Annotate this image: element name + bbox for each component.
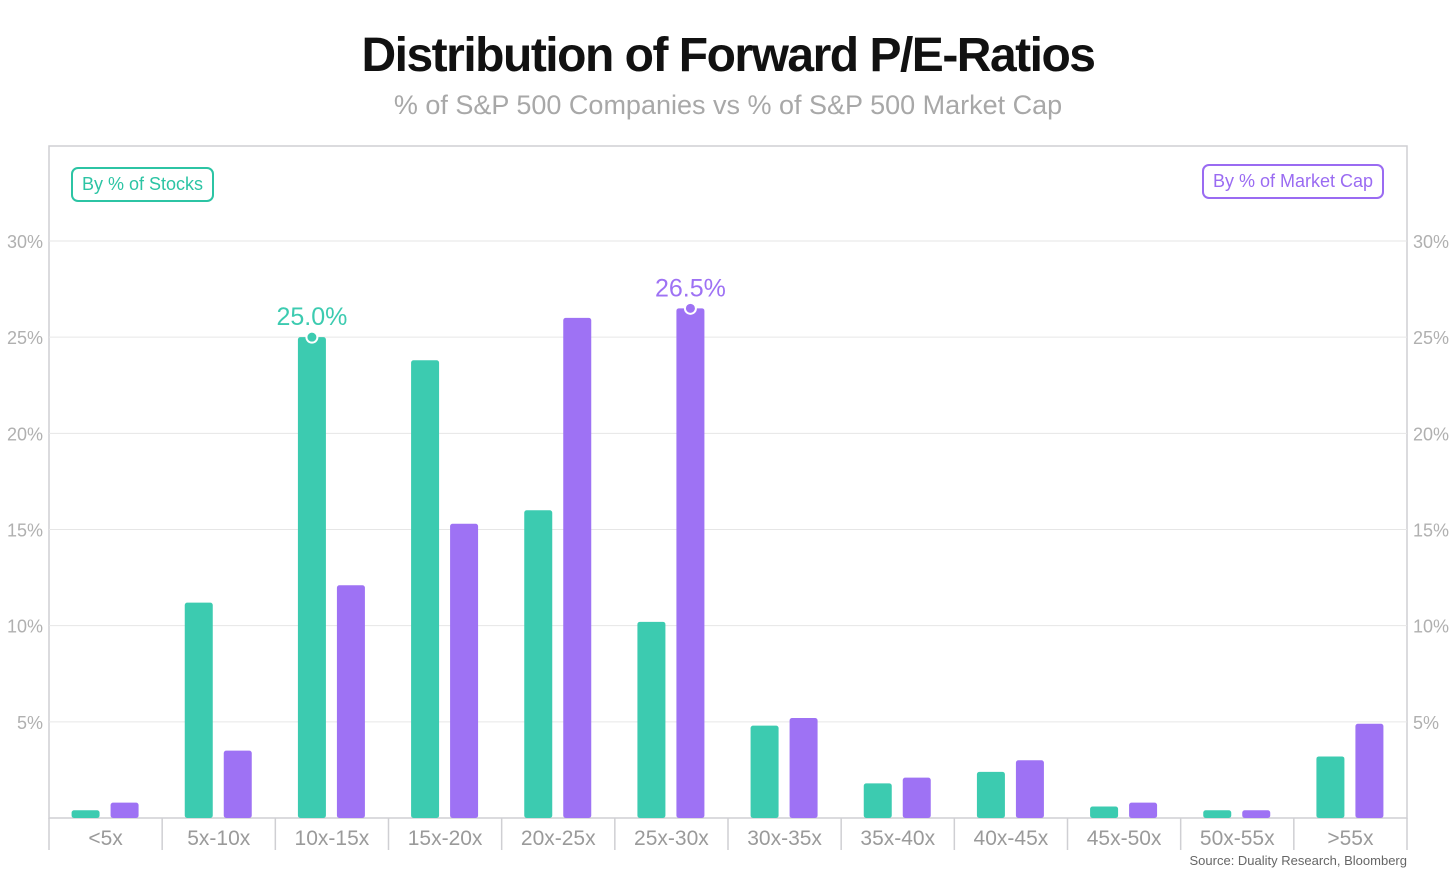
data-label: 25.0% bbox=[276, 303, 347, 331]
y-tick-label-right: 10% bbox=[1413, 617, 1449, 637]
bar-stocks-gt55x bbox=[1316, 756, 1345, 818]
y-tick-label-left: 10% bbox=[7, 617, 43, 637]
bar-market-cap-25x-30x bbox=[676, 308, 705, 818]
data-label: 26.5% bbox=[655, 274, 726, 302]
x-tick-label: 20x-25x bbox=[521, 827, 596, 850]
y-tick-label-left: 25% bbox=[7, 328, 43, 348]
bar-stocks-25x-30x bbox=[637, 621, 666, 818]
x-tick-label: 30x-35x bbox=[747, 827, 822, 850]
y-tick-label-right: 30% bbox=[1413, 232, 1449, 252]
bar-stocks-20x-25x bbox=[524, 510, 553, 818]
bar-stocks-15x-20x bbox=[411, 360, 440, 818]
x-tick-label: 50x-55x bbox=[1200, 827, 1275, 850]
x-tick-label: 15x-20x bbox=[408, 827, 483, 850]
bar-market-cap-50x-55x bbox=[1242, 810, 1271, 818]
x-tick-label: 10x-15x bbox=[295, 827, 370, 850]
x-tick-label: 45x-50x bbox=[1087, 827, 1162, 850]
y-tick-label-left: 15% bbox=[7, 521, 43, 541]
bar-stocks-lt5x bbox=[71, 810, 100, 818]
y-tick-label-left: 30% bbox=[7, 232, 43, 252]
bar-stocks-45x-50x bbox=[1090, 806, 1119, 818]
bar-market-cap-30x-35x bbox=[789, 717, 818, 818]
x-tick-label: 40x-45x bbox=[974, 827, 1049, 850]
bar-stocks-5x-10x bbox=[184, 602, 213, 818]
y-tick-label-left: 5% bbox=[17, 713, 43, 733]
x-tick-label: 5x-10x bbox=[187, 827, 251, 850]
y-tick-label-right: 15% bbox=[1413, 521, 1449, 541]
annotation-marker bbox=[683, 301, 697, 315]
legend-market-cap: By % of Market Cap bbox=[1201, 164, 1384, 199]
x-tick-label: <5x bbox=[88, 827, 123, 850]
bar-stocks-35x-40x bbox=[863, 783, 892, 818]
bar-market-cap-10x-15x bbox=[336, 585, 365, 818]
chart-title: Distribution of Forward P/E-Ratios bbox=[361, 29, 1096, 82]
x-tick-label: >55x bbox=[1327, 827, 1374, 850]
y-tick-label-right: 25% bbox=[1413, 328, 1449, 348]
y-tick-label-right: 20% bbox=[1413, 424, 1449, 444]
chart-subtitle: % of S&P 500 Companies vs % of S&P 500 M… bbox=[393, 90, 1063, 120]
bar-market-cap-5x-10x bbox=[223, 750, 252, 818]
bar-market-cap-40x-45x bbox=[1015, 760, 1044, 818]
y-tick-label-left: 20% bbox=[7, 424, 43, 444]
bar-stocks-40x-45x bbox=[976, 771, 1005, 818]
legend-stocks: By % of Stocks bbox=[71, 167, 215, 202]
source-note: Source: Duality Research, Bloomberg bbox=[1189, 853, 1408, 868]
bar-market-cap-15x-20x bbox=[450, 523, 479, 818]
bar-market-cap-35x-40x bbox=[902, 777, 931, 818]
bar-market-cap-gt55x bbox=[1355, 723, 1384, 818]
x-tick-label: 25x-30x bbox=[634, 827, 709, 850]
bar-market-cap-20x-25x bbox=[563, 317, 592, 818]
plot-frame bbox=[48, 145, 1408, 819]
x-tick-label: 35x-40x bbox=[860, 827, 935, 850]
bar-stocks-50x-55x bbox=[1203, 810, 1232, 818]
bar-stocks-30x-35x bbox=[750, 725, 779, 818]
bar-market-cap-45x-50x bbox=[1129, 802, 1158, 818]
annotation-marker bbox=[305, 330, 319, 344]
bar-market-cap-lt5x bbox=[110, 802, 139, 818]
y-tick-label-right: 5% bbox=[1413, 713, 1439, 733]
bar-stocks-10x-15x bbox=[297, 337, 326, 818]
